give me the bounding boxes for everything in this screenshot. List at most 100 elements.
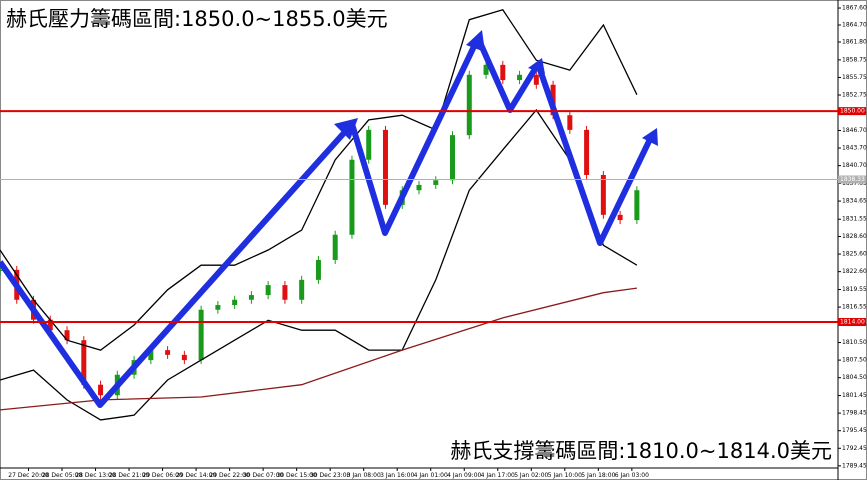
candle	[500, 64, 506, 81]
x-tick-label: 4 Jan 01:00	[414, 472, 448, 479]
y-tick-label: 1846.70	[842, 127, 867, 134]
candle	[299, 279, 305, 300]
y-tick-label: 1810.50	[842, 339, 867, 346]
level-label: 1814.00	[840, 319, 865, 326]
x-tick-label: 5 Jan 02:00	[514, 472, 548, 479]
arrow-head	[466, 30, 485, 52]
y-tick-label: 1834.65	[842, 198, 867, 205]
x-tick-label: 29 Dec 14:00	[176, 472, 217, 479]
candle	[215, 305, 221, 310]
level-tag	[838, 318, 866, 327]
candle	[567, 115, 573, 130]
x-tick-label: 28 Dec 05:00	[42, 472, 83, 479]
trend-arrow	[535, 63, 655, 246]
level-tag	[838, 107, 866, 116]
resistance-annotation: 赫氏壓力籌碼區間:1850.0~1855.0美元	[6, 7, 388, 31]
x-tick-label: 4 Jan 09:00	[447, 472, 481, 479]
level-label: 1850.00	[840, 108, 865, 115]
y-tick-label: 1828.60	[842, 233, 867, 240]
x-tick-label: 5 Jan 10:00	[548, 472, 582, 479]
candle	[533, 74, 539, 85]
x-tick-label: 30 Dec 07:00	[243, 472, 284, 479]
x-tick-label: 29 Dec 22:00	[209, 472, 250, 479]
candle	[332, 234, 338, 260]
candle	[416, 184, 422, 191]
trend-arrows	[0, 36, 655, 408]
candle	[450, 135, 456, 181]
candle	[47, 319, 53, 331]
y-tick-label: 1843.70	[842, 145, 867, 152]
y-tick-label: 1852.75	[842, 92, 867, 99]
candle	[81, 340, 87, 385]
y-tick-label: 1801.45	[842, 392, 867, 399]
candle	[198, 309, 204, 361]
candle	[64, 330, 70, 341]
candle	[282, 285, 288, 300]
y-tick-label: 1816.55	[842, 304, 867, 311]
y-tick-label: 1825.60	[842, 251, 867, 258]
candle	[433, 180, 439, 185]
candle	[265, 285, 271, 296]
x-tick-label: 27 Dec 20:00	[8, 472, 49, 479]
candle	[315, 259, 321, 280]
candle	[617, 214, 623, 221]
candle	[466, 74, 472, 136]
y-tick-label: 1858.75	[842, 56, 867, 63]
candle	[600, 174, 606, 215]
y-tick-label: 1867.60	[842, 5, 867, 12]
candle	[349, 159, 355, 235]
support-annotation: 赫氏支撐籌碼區間:1810.0~1814.0美元	[450, 439, 832, 463]
x-tick-label: 29 Dec 06:00	[142, 472, 183, 479]
arrow-head	[528, 58, 545, 74]
y-tick-label: 1861.80	[842, 39, 867, 46]
level-tag	[838, 175, 866, 184]
arrow-head	[334, 118, 358, 140]
y-tick-label: 1819.55	[842, 286, 867, 293]
candle	[165, 350, 171, 355]
x-tick-label: 3 Jan 16:00	[380, 472, 414, 479]
trend-arrow	[475, 36, 541, 113]
candle	[382, 129, 388, 205]
candle	[366, 129, 372, 160]
level-label: 1838.33	[840, 176, 865, 183]
indicator-line	[0, 287, 637, 411]
y-tick-label: 1795.45	[842, 427, 867, 434]
trend-arrow	[349, 36, 481, 236]
y-tick-label: 1855.75	[842, 74, 867, 81]
x-tick-label: 3 Jan 08:00	[347, 472, 381, 479]
x-tick-label: 30 Dec 15:00	[276, 472, 317, 479]
candle	[98, 384, 104, 396]
y-tick-label: 1792.45	[842, 445, 867, 452]
x-tick-label: 5 Jan 18:00	[581, 472, 615, 479]
x-tick-label: 28 Dec 13:00	[75, 472, 116, 479]
x-tick-label: 30 Dec 23:00	[310, 472, 351, 479]
x-tick-label: 6 Jan 03:00	[615, 472, 649, 479]
indicator-line	[0, 9, 638, 351]
candle	[634, 190, 640, 221]
arrow-heads	[334, 30, 658, 146]
plot	[0, 9, 640, 421]
y-tick-label: 1789.45	[842, 462, 867, 469]
y-tick-label: 1804.50	[842, 374, 867, 381]
candle	[232, 299, 238, 306]
y-tick-label: 1840.70	[842, 162, 867, 169]
candle	[517, 74, 523, 81]
y-tick-label: 1807.50	[842, 357, 867, 364]
candle	[584, 129, 590, 175]
candle	[148, 350, 154, 361]
y-tick-label: 1831.55	[842, 216, 867, 223]
arrow-head	[642, 128, 658, 146]
x-tick-label: 4 Jan 17:00	[481, 472, 515, 479]
y-tick-label: 1822.60	[842, 268, 867, 275]
candle	[248, 295, 254, 300]
candle	[0, 269, 3, 271]
y-tick-label: 1798.45	[842, 410, 867, 417]
candle	[483, 64, 489, 75]
candle	[181, 354, 187, 361]
x-tick-label: 28 Dec 21:00	[109, 472, 150, 479]
y-tick-label: 1864.70	[842, 22, 867, 29]
trend-arrow	[0, 121, 355, 408]
indicator-line	[0, 108, 638, 421]
